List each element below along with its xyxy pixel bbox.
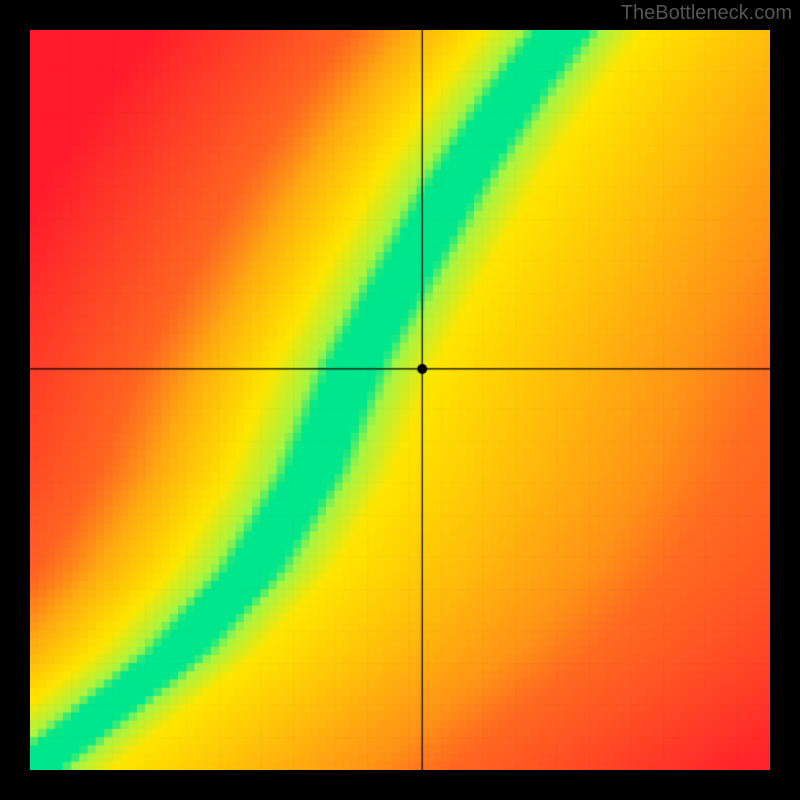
- chart-container: TheBottleneck.com: [0, 0, 800, 800]
- heatmap-canvas: [30, 30, 770, 770]
- watermark-label: TheBottleneck.com: [621, 2, 792, 25]
- heatmap-plot: [30, 30, 770, 770]
